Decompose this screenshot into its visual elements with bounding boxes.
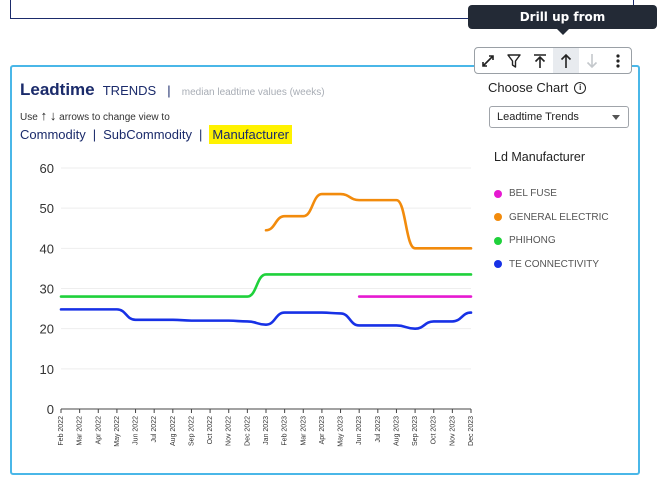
x-tick-label: Mar 2022: [77, 416, 84, 446]
x-tick-label: Apr 2023: [319, 416, 326, 445]
x-tick-label: Dec 2023: [468, 416, 475, 446]
chart-description: median leadtime values (weeks): [181, 87, 325, 98]
choose-chart-text: Choose Chart: [488, 80, 569, 95]
legend-label: GENERAL ELECTRIC: [509, 211, 609, 223]
chart-title: Leadtime: [20, 80, 95, 99]
view-link-manufacturer[interactable]: Manufacturer: [209, 125, 292, 144]
x-tick-label: Dec 2022: [244, 416, 251, 446]
series-line-general-electric: [264, 192, 473, 250]
x-tick-label: Aug 2022: [170, 416, 177, 446]
view-link-subcommodity[interactable]: SubCommodity: [103, 127, 193, 142]
drill-to-top-icon[interactable]: [527, 48, 553, 73]
y-tick-label: 0: [47, 402, 54, 417]
choose-chart-label: Choose Chart i: [488, 80, 587, 95]
y-tick-label: 40: [40, 241, 54, 256]
x-tick-label: Aug 2023: [393, 416, 400, 446]
chart-title-row: Leadtime TRENDS | median leadtime values…: [20, 80, 325, 100]
legend-title: Ld Manufacturer: [494, 150, 586, 164]
x-tick-label: Apr 2022: [95, 416, 102, 445]
chart-panel: [10, 65, 640, 475]
x-tick-label: Jun 2022: [133, 416, 140, 445]
y-tick-label: 30: [40, 282, 54, 297]
legend-dot: [494, 260, 502, 269]
legend-label: PHIHONG: [509, 235, 556, 247]
chevron-down-icon: [612, 115, 620, 120]
drill-up-tooltip: Drill up from ld_manufacturer: [468, 5, 657, 48]
view-link-separator: |: [199, 127, 203, 142]
series-line-te-connectivity: [59, 308, 473, 330]
x-tick-label: Oct 2023: [431, 416, 438, 445]
x-tick-label: Nov 2023: [449, 416, 456, 446]
title-separator: |: [167, 83, 171, 98]
view-link-commodity[interactable]: Commodity: [20, 127, 86, 142]
view-link-separator: |: [92, 127, 97, 142]
y-tick-label: 60: [40, 161, 54, 176]
view-links: Commodity | SubCommodity | Manufacturer: [20, 125, 292, 144]
x-tick-label: Feb 2022: [58, 416, 65, 446]
y-tick-label: 20: [40, 322, 54, 337]
arrow-up-icon: ↑: [40, 108, 48, 123]
x-tick-label: Jul 2022: [151, 416, 158, 443]
navigation-hint: Use ↑ ↓ arrows to change view to: [20, 108, 170, 123]
legend-item[interactable]: PHIHONG: [494, 229, 609, 253]
legend-item[interactable]: BEL FUSE: [494, 182, 609, 206]
chart-legend: BEL FUSE GENERAL ELECTRIC PHIHONG TE CON…: [494, 182, 609, 276]
chart-type-select[interactable]: Leadtime Trends: [489, 106, 629, 128]
x-tick-label: Jun 2023: [356, 416, 363, 445]
hint-prefix: Use: [20, 112, 38, 123]
drill-up-icon[interactable]: [553, 48, 579, 73]
x-tick-label: Sep 2023: [412, 416, 419, 446]
legend-dot: [494, 213, 502, 222]
y-tick-label: 50: [40, 201, 54, 216]
legend-dot: [494, 189, 502, 198]
x-tick-label: Jul 2023: [375, 416, 382, 443]
legend-item[interactable]: GENERAL ELECTRIC: [494, 206, 609, 230]
more-options-icon[interactable]: [605, 48, 631, 73]
x-tick-label: May 2023: [338, 416, 345, 447]
arrow-down-icon: ↓: [49, 108, 57, 123]
x-tick-label: Jan 2023: [263, 416, 270, 445]
chart-type-selected: Leadtime Trends: [497, 111, 579, 123]
drill-down-icon[interactable]: [579, 48, 605, 73]
legend-dot: [494, 236, 502, 245]
hint-suffix: arrows to change view to: [59, 112, 170, 123]
x-tick-label: May 2022: [114, 416, 121, 447]
legend-label: TE CONNECTIVITY: [509, 258, 600, 270]
x-tick-label: Feb 2023: [282, 416, 289, 446]
x-tick-label: Nov 2022: [226, 416, 233, 446]
filter-icon[interactable]: [501, 48, 527, 73]
legend-label: BEL FUSE: [509, 188, 557, 200]
x-tick-label: Sep 2022: [188, 416, 195, 446]
chart-subtitle: TRENDS: [102, 83, 157, 98]
expand-icon[interactable]: [475, 48, 501, 73]
info-icon[interactable]: i: [574, 81, 587, 94]
series-line-phihong: [59, 273, 473, 298]
legend-item[interactable]: TE CONNECTIVITY: [494, 253, 609, 277]
visual-toolbar: [474, 47, 632, 74]
y-tick-label: 10: [40, 362, 54, 377]
x-tick-label: Mar 2023: [300, 416, 307, 446]
x-tick-label: Oct 2022: [207, 416, 214, 445]
